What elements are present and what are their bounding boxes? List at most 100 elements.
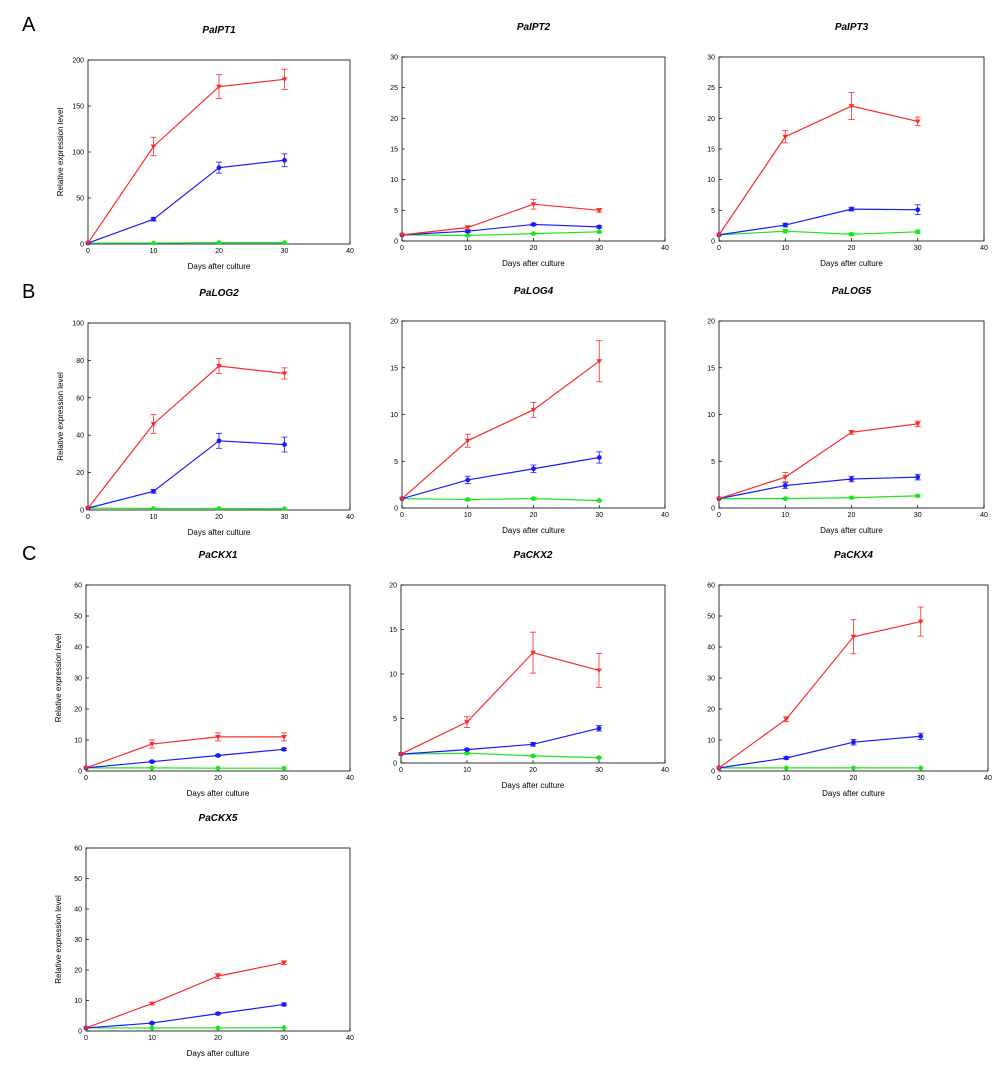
data-point	[918, 733, 924, 739]
data-point	[83, 765, 89, 771]
data-point	[215, 753, 221, 758]
y-tick-label: 0	[394, 506, 398, 513]
data-point	[848, 430, 855, 436]
series-line	[718, 105, 918, 236]
data-point	[716, 496, 722, 502]
x-tick-label: 0	[399, 767, 403, 774]
y-tick-label: 20	[390, 116, 398, 123]
panel-letter-c: C	[22, 543, 37, 565]
y-tick-label: 0	[80, 508, 84, 515]
data-point	[465, 233, 471, 238]
series-line	[401, 456, 600, 500]
plot-frame	[718, 56, 985, 242]
y-tick-label: 0	[393, 761, 397, 768]
series-line	[400, 752, 600, 759]
series-line	[87, 159, 285, 244]
y-tick-label: 50	[74, 876, 82, 883]
data-point	[918, 765, 924, 771]
y-tick-label: 0	[80, 242, 84, 249]
y-tick-label: 10	[390, 412, 398, 419]
series-line	[87, 78, 285, 244]
data-point	[915, 493, 921, 499]
data-point	[399, 232, 405, 238]
y-tick-label: 5	[394, 208, 398, 215]
data-point	[282, 240, 287, 246]
chart-title: PaLOG2	[199, 288, 239, 299]
x-tick-label: 10	[463, 767, 471, 774]
y-axis-label: Relative expression level	[54, 634, 63, 723]
chart-title: PaIPT3	[835, 22, 869, 33]
data-point	[150, 422, 157, 427]
y-tick-label: 5	[394, 459, 398, 466]
data-point	[83, 1025, 89, 1031]
x-tick-label: 0	[717, 775, 721, 782]
y-tick-label: 10	[389, 672, 397, 679]
y-tick-label: 15	[707, 365, 715, 372]
data-point	[531, 231, 536, 237]
data-point	[782, 475, 789, 480]
y-tick-label: 80	[76, 358, 84, 365]
y-tick-label: 30	[74, 676, 82, 683]
x-tick-label: 10	[150, 514, 158, 521]
x-tick-label: 0	[84, 1035, 88, 1042]
data-point	[596, 455, 602, 460]
data-point	[281, 371, 288, 377]
x-tick-label: 30	[914, 245, 922, 252]
data-point	[151, 488, 156, 494]
data-point	[281, 1025, 287, 1031]
y-tick-label: 40	[707, 645, 715, 652]
x-tick-label: 10	[464, 245, 472, 252]
chart-title: PaCKX1	[199, 550, 238, 561]
x-tick-label: 0	[86, 514, 90, 521]
x-axis-label: Days after culture	[820, 259, 883, 268]
y-tick-label: 60	[76, 395, 84, 402]
x-tick-label: 40	[346, 1035, 354, 1042]
x-tick-label: 30	[281, 514, 289, 521]
series-line	[401, 498, 600, 502]
data-point	[282, 157, 287, 163]
x-tick-label: 30	[280, 1035, 288, 1042]
y-tick-label: 10	[74, 738, 82, 745]
data-point	[281, 1002, 287, 1007]
x-tick-label: 20	[850, 775, 858, 782]
plot-frame	[85, 584, 351, 772]
data-point	[216, 438, 222, 444]
series-line	[401, 231, 600, 237]
y-tick-label: 60	[74, 583, 82, 590]
y-axis-label: Relative expression level	[54, 895, 63, 984]
series-line	[719, 495, 918, 500]
x-tick-label: 40	[661, 245, 669, 252]
y-tick-label: 20	[389, 583, 397, 590]
x-tick-label: 30	[595, 512, 603, 519]
data-point	[149, 742, 155, 747]
plot-frame	[401, 56, 666, 242]
data-point	[399, 496, 405, 502]
chart-paipt2: PaIPT2 0 10 20 30 40 0 5 10 15 20 25 30 Days after cu…	[390, 22, 669, 268]
data-point	[465, 228, 471, 234]
y-tick-label: 20	[707, 707, 715, 714]
x-axis-label: Days after culture	[822, 789, 885, 798]
series-line	[718, 230, 918, 236]
y-tick-label: 200	[72, 58, 84, 65]
x-axis-label: Days after culture	[188, 528, 251, 537]
y-tick-label: 25	[390, 85, 398, 92]
chart-palog4: PaLOG4 0 10 20 30 40 0 5 10 15 20 Days after cultur…	[390, 286, 669, 535]
data-point	[531, 222, 536, 227]
series-line	[85, 748, 285, 769]
x-axis-label: Days after culture	[502, 526, 565, 535]
y-axis-label: Relative expression level	[56, 372, 65, 461]
data-point	[596, 229, 602, 235]
data-point	[464, 750, 470, 756]
data-point	[398, 752, 404, 757]
data-point	[149, 759, 155, 765]
x-tick-label: 40	[661, 512, 669, 519]
x-tick-label: 40	[346, 775, 354, 782]
x-tick-label: 20	[848, 512, 856, 519]
plot-frame	[400, 584, 666, 764]
data-point	[216, 364, 222, 369]
chart-title: PaLOG4	[514, 286, 554, 297]
x-tick-label: 10	[148, 1035, 156, 1042]
x-tick-label: 20	[529, 767, 537, 774]
data-point	[850, 634, 857, 640]
